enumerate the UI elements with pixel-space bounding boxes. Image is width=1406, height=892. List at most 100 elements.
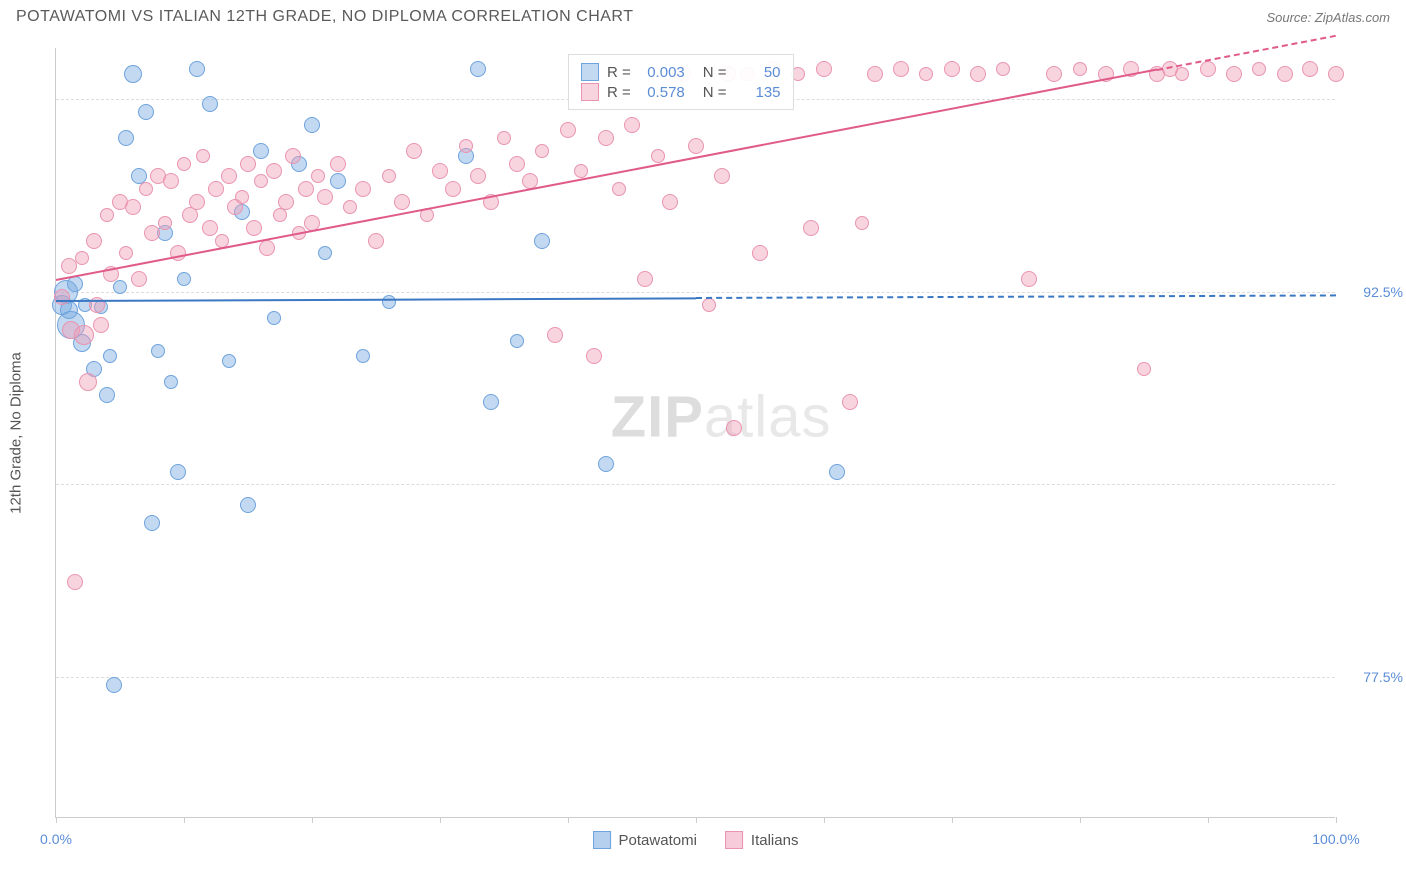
data-point-italians [432, 163, 448, 179]
legend-item: Italians [725, 831, 799, 849]
x-tick [1080, 817, 1081, 823]
data-point-italians [266, 163, 282, 179]
r-value: 0.578 [639, 84, 685, 101]
x-tick [952, 817, 953, 823]
x-tick [1208, 817, 1209, 823]
data-point-italians [586, 348, 602, 364]
trend-dash-potawatomi [696, 294, 1336, 299]
data-point-italians [445, 181, 461, 197]
data-point-italians [547, 327, 563, 343]
data-point-potawatomi [222, 354, 236, 368]
data-point-potawatomi [267, 311, 281, 325]
data-point-italians [598, 130, 614, 146]
data-point-italians [144, 225, 160, 241]
data-point-italians [855, 216, 869, 230]
data-point-italians [131, 271, 147, 287]
data-point-italians [535, 144, 549, 158]
data-point-italians [158, 216, 172, 230]
data-point-italians [177, 157, 191, 171]
data-point-italians [139, 182, 153, 196]
data-point-potawatomi [534, 233, 550, 249]
data-point-italians [355, 181, 371, 197]
data-point-italians [79, 373, 97, 391]
data-point-italians [624, 117, 640, 133]
data-point-italians [240, 156, 256, 172]
data-point-italians [394, 194, 410, 210]
data-point-italians [470, 168, 486, 184]
n-label: N = [703, 84, 727, 101]
swatch-italians [581, 83, 599, 101]
data-point-italians [382, 169, 396, 183]
data-point-potawatomi [598, 456, 614, 472]
data-point-italians [208, 181, 224, 197]
data-point-italians [343, 200, 357, 214]
data-point-italians [1277, 66, 1293, 82]
data-point-potawatomi [470, 61, 486, 77]
y-tick-label: 92.5% [1343, 284, 1403, 300]
data-point-potawatomi [253, 143, 269, 159]
data-point-potawatomi [118, 130, 134, 146]
data-point-italians [221, 168, 237, 184]
data-point-italians [574, 164, 588, 178]
data-point-italians [509, 156, 525, 172]
x-tick [312, 817, 313, 823]
data-point-italians [662, 194, 678, 210]
legend-stats: R =0.003N =50R =0.578N =135 [568, 54, 794, 110]
data-point-italians [406, 143, 422, 159]
data-point-italians [1252, 62, 1266, 76]
r-value: 0.003 [639, 64, 685, 81]
data-point-italians [235, 190, 249, 204]
data-point-italians [196, 149, 210, 163]
data-point-italians [1200, 61, 1216, 77]
data-point-italians [285, 148, 301, 164]
data-point-italians [330, 156, 346, 172]
data-point-italians [702, 298, 716, 312]
data-point-italians [752, 245, 768, 261]
data-point-potawatomi [304, 117, 320, 133]
data-point-potawatomi [103, 349, 117, 363]
data-point-potawatomi [240, 497, 256, 513]
data-point-italians [125, 199, 141, 215]
data-point-italians [1046, 66, 1062, 82]
data-point-italians [246, 220, 262, 236]
data-point-italians [368, 233, 384, 249]
legend-label: Italians [751, 832, 799, 849]
data-point-italians [803, 220, 819, 236]
legend-item: Potawatomi [593, 831, 697, 849]
swatch-potawatomi [581, 63, 599, 81]
data-point-potawatomi [318, 246, 332, 260]
data-point-italians [651, 149, 665, 163]
swatch [593, 831, 611, 849]
x-tick [56, 817, 57, 823]
legend-bottom: Potawatomi Italians [593, 831, 799, 849]
data-point-potawatomi [170, 464, 186, 480]
y-axis-title: 12th Grade, No Diploma [8, 352, 25, 514]
data-point-potawatomi [138, 104, 154, 120]
data-point-italians [1302, 61, 1318, 77]
x-tick [184, 817, 185, 823]
data-point-potawatomi [177, 272, 191, 286]
n-value: 50 [735, 64, 781, 81]
data-point-italians [100, 208, 114, 222]
legend-label: Potawatomi [619, 832, 697, 849]
data-point-italians [1175, 67, 1189, 81]
x-tick [824, 817, 825, 823]
legend-row-potawatomi: R =0.003N =50 [581, 63, 781, 81]
data-point-potawatomi [144, 515, 160, 531]
chart-title: POTAWATOMI VS ITALIAN 12TH GRADE, NO DIP… [16, 8, 633, 26]
data-point-italians [298, 181, 314, 197]
data-point-italians [560, 122, 576, 138]
data-point-potawatomi [382, 295, 396, 309]
data-point-italians [867, 66, 883, 82]
data-point-italians [1137, 362, 1151, 376]
data-point-italians [1328, 66, 1344, 82]
data-point-potawatomi [151, 344, 165, 358]
data-point-italians [996, 62, 1010, 76]
swatch [725, 831, 743, 849]
data-point-italians [119, 246, 133, 260]
data-point-italians [970, 66, 986, 82]
data-point-potawatomi [510, 334, 524, 348]
x-tick [1336, 817, 1337, 823]
gridline [56, 677, 1335, 678]
data-point-italians [317, 189, 333, 205]
